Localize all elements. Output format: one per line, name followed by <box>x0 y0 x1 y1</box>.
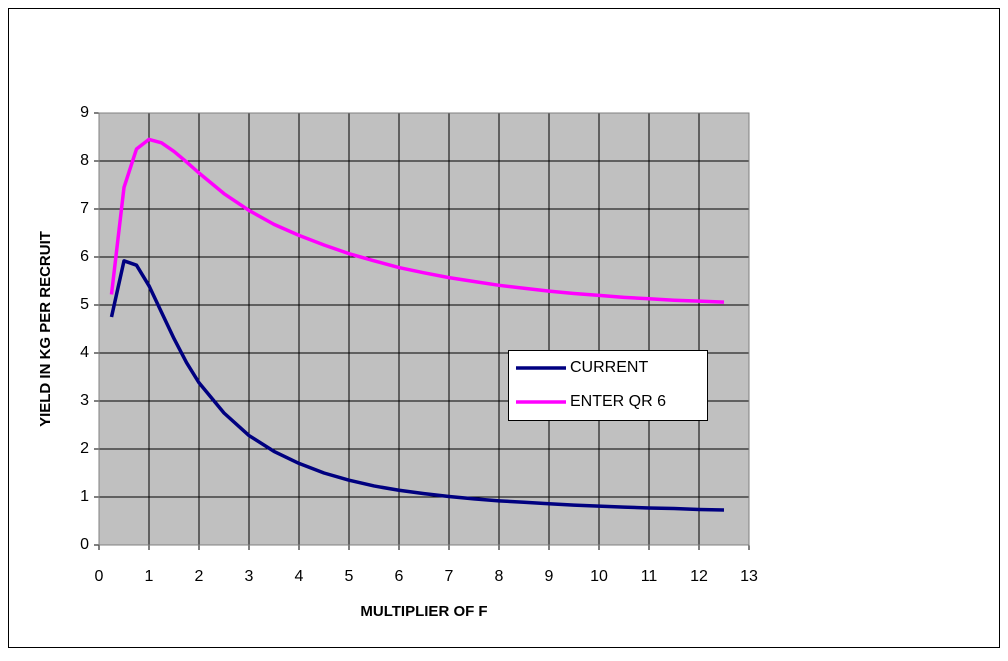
x-tick-label: 7 <box>445 568 454 585</box>
y-tick-label: 9 <box>80 104 89 121</box>
y-tick-label: 0 <box>80 536 89 553</box>
y-tick-label: 1 <box>80 488 89 505</box>
x-tick-label: 9 <box>545 568 554 585</box>
x-tick-label: 1 <box>145 568 154 585</box>
y-tick-label: 8 <box>80 152 89 169</box>
y-tick-label: 2 <box>80 440 89 457</box>
x-axis-label: MULTIPLIER OF F <box>360 603 487 620</box>
x-tick-label: 13 <box>740 568 758 585</box>
x-tick-label: 0 <box>95 568 104 585</box>
x-tick-label: 4 <box>295 568 304 585</box>
series-line <box>109 137 725 304</box>
y-tick-label: 5 <box>80 296 89 313</box>
x-tick-label: 8 <box>495 568 504 585</box>
legend-label: CURRENT <box>570 359 648 376</box>
y-tick-label: 3 <box>80 392 89 409</box>
y-axis-label: YIELD IN KG PER RECRUIT <box>37 231 54 427</box>
x-tick-label: 11 <box>641 568 658 585</box>
x-tick-label: 2 <box>195 568 204 585</box>
legend-box <box>508 350 708 421</box>
y-tick-label: 6 <box>80 248 89 265</box>
plot-area <box>98 112 750 546</box>
series-line <box>109 259 725 512</box>
y-tick-label: 4 <box>80 344 89 361</box>
x-tick-label: 12 <box>690 568 708 585</box>
y-tick-label: 7 <box>80 200 89 217</box>
legend: CURRENT ENTER QR 6 <box>508 350 708 421</box>
x-tick-label: 6 <box>395 568 404 585</box>
x-tick-label: 5 <box>345 568 354 585</box>
x-tick-label: 3 <box>245 568 254 585</box>
plot-frame <box>98 112 750 546</box>
x-tick-label: 10 <box>590 568 608 585</box>
legend-label: ENTER QR 6 <box>570 393 666 410</box>
